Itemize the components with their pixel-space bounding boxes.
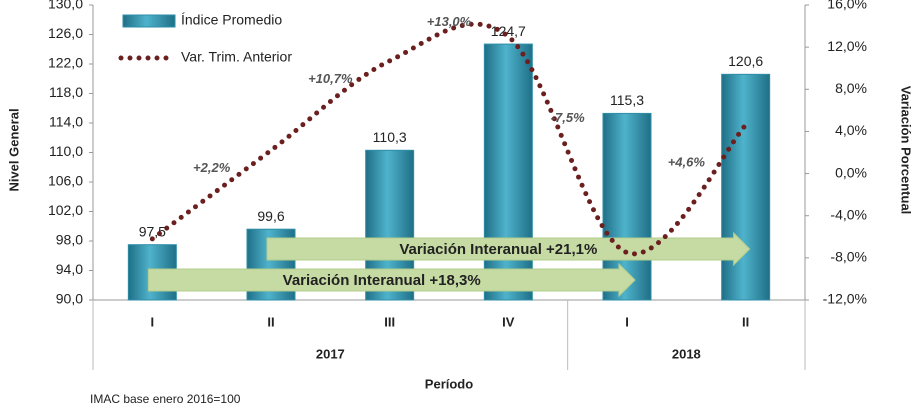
x-tick-label: I [625, 314, 629, 329]
y-tick-label: 94,0 [56, 261, 83, 277]
legend-swatch [122, 14, 176, 28]
line-value-label: +13,0% [427, 14, 472, 29]
x-axis-title: Período [425, 376, 473, 391]
legend-label: Índice Promedio [181, 12, 282, 28]
annotation-arrow [147, 262, 636, 298]
x-tick-label: I [151, 314, 155, 329]
x-tick-label: II [267, 314, 274, 329]
bar [721, 73, 771, 301]
legend-label: Var. Trim. Anterior [181, 49, 292, 65]
bar-value-label: 115,3 [610, 92, 644, 108]
line-value-label: +10,7% [308, 71, 353, 86]
annotation: Variación Interanual +21,1% [399, 241, 597, 258]
y-tick-label: 126,0 [48, 25, 83, 41]
line-value-label: +4,6% [668, 154, 706, 169]
x-tick-label: IV [502, 314, 515, 329]
y2-tick-label: -12,0% [823, 291, 867, 307]
y-tick-label: 110,0 [49, 143, 83, 159]
y-tick-label: 106,0 [48, 173, 83, 189]
y2-tick-label: -8,0% [830, 249, 867, 265]
y-tick-label: 122,0 [48, 55, 83, 71]
annotation-arrow [266, 231, 751, 267]
y-tick-label: 130,0 [48, 0, 83, 12]
y2-axis-title: Variación Porcentual [899, 86, 914, 215]
y-tick-label: 118,0 [49, 84, 83, 100]
y2-tick-label: 16,0% [827, 0, 867, 12]
annotation: Variación Interanual +18,3% [283, 272, 481, 289]
y-tick-label: 114,0 [49, 114, 83, 130]
bar-value-label: 110,3 [373, 129, 407, 145]
y-tick-label: 98,0 [56, 232, 83, 248]
bar-value-label: 124,7 [491, 23, 526, 39]
y2-tick-label: 12,0% [827, 38, 867, 54]
y-tick-label: 90,0 [56, 291, 83, 307]
y-axis-title: Nivel General [6, 108, 21, 191]
y2-tick-label: 4,0% [835, 122, 867, 138]
line-value-label: +2,2% [193, 160, 231, 175]
line [149, 21, 749, 257]
group-label: 2017 [316, 346, 345, 361]
y2-tick-label: 0,0% [835, 164, 867, 180]
bar-value-label: 99,6 [257, 208, 284, 224]
y2-tick-label: 8,0% [835, 80, 867, 96]
bar [483, 43, 533, 301]
y-tick-label: 102,0 [48, 202, 83, 218]
bar-value-label: 120,6 [728, 53, 763, 69]
x-tick-label: III [384, 314, 395, 329]
y2-tick-label: -4,0% [830, 206, 867, 222]
group-label: 2018 [672, 346, 701, 361]
x-tick-label: II [742, 314, 749, 329]
line-value-label: -7,5% [551, 110, 585, 125]
footnote: IMAC base enero 2016=100 [90, 392, 241, 406]
